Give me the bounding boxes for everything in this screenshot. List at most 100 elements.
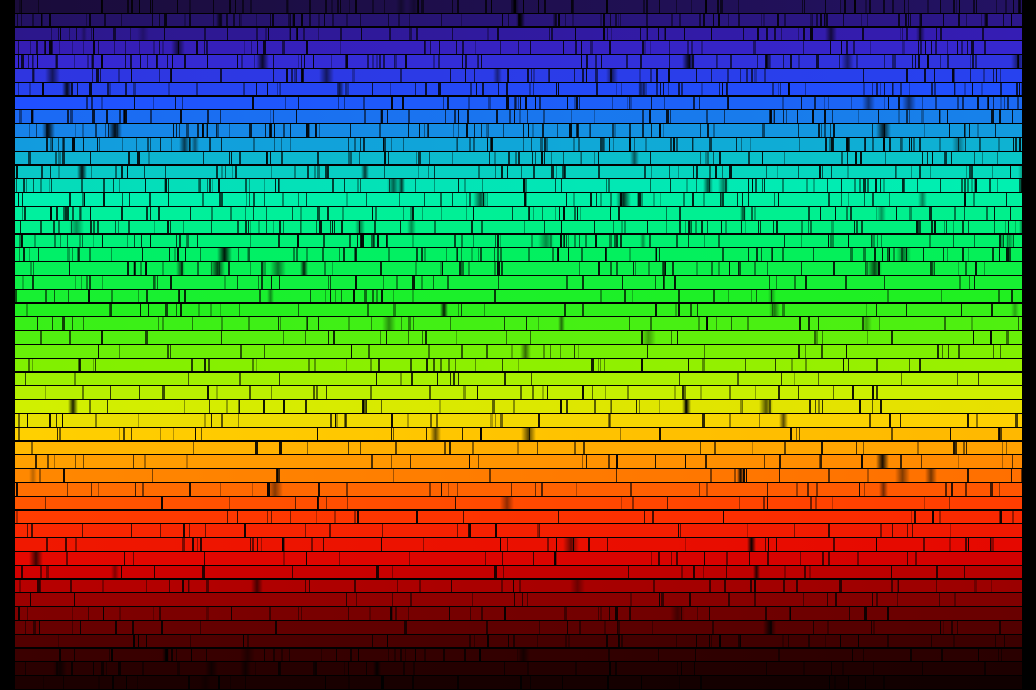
absorption-line <box>102 607 104 620</box>
absorption-line <box>795 483 799 496</box>
absorption-line <box>643 510 646 524</box>
absorption-line <box>441 262 443 275</box>
absorption-line <box>396 276 397 289</box>
absorption-line <box>834 593 837 606</box>
absorption-line <box>18 607 21 620</box>
absorption-line <box>239 400 241 413</box>
absorption-line <box>527 248 530 261</box>
absorption-line <box>963 441 966 455</box>
absorption-line <box>256 358 258 372</box>
absorption-line <box>32 55 35 68</box>
absorption-line <box>487 138 488 151</box>
absorption-line <box>254 662 257 675</box>
absorption-line <box>523 179 525 192</box>
absorption-line <box>803 0 805 13</box>
absorption-line <box>594 234 598 248</box>
absorption-line <box>85 96 88 110</box>
absorption-line <box>751 207 753 220</box>
absorption-line <box>911 55 914 68</box>
absorption-line <box>79 358 82 372</box>
absorption-line <box>513 593 515 606</box>
absorption-line <box>184 289 186 303</box>
absorption-line <box>182 524 186 537</box>
absorption-line <box>499 41 501 54</box>
absorption-line <box>898 110 900 123</box>
absorption-line <box>309 289 311 303</box>
absorption-line <box>738 262 741 275</box>
absorption-line <box>91 96 94 110</box>
absorption-line <box>152 0 154 13</box>
absorption-line <box>754 262 756 275</box>
absorption-line <box>794 276 796 289</box>
absorption-line <box>55 55 58 68</box>
absorption-line <box>880 234 883 248</box>
absorption-line <box>146 289 149 303</box>
absorption-line <box>782 110 785 123</box>
absorption-line <box>325 386 327 399</box>
absorption-line <box>638 193 641 206</box>
absorption-line <box>421 207 423 220</box>
absorption-line <box>767 55 770 68</box>
absorption-line <box>850 96 853 110</box>
absorption-line <box>162 41 165 54</box>
absorption-line <box>387 648 389 662</box>
absorption-line <box>887 634 890 648</box>
absorption-line <box>17 414 20 427</box>
absorption-line <box>245 193 247 206</box>
absorption-line <box>548 69 551 82</box>
absorption-line <box>71 248 74 261</box>
absorption-line <box>412 289 414 303</box>
absorption-line <box>725 220 727 234</box>
absorption-line <box>695 179 697 192</box>
absorption-line <box>468 455 470 468</box>
absorption-line <box>887 248 888 261</box>
absorption-line <box>604 386 606 399</box>
absorption-line <box>118 345 120 358</box>
absorption-line <box>493 248 495 261</box>
absorption-line <box>186 124 189 137</box>
absorption-line <box>634 262 636 275</box>
absorption-line <box>710 27 712 41</box>
absorption-line <box>807 220 809 234</box>
absorption-line <box>281 151 283 165</box>
absorption-line <box>305 317 308 330</box>
absorption-line <box>981 151 984 165</box>
absorption-line <box>516 648 531 662</box>
absorption-line <box>184 400 186 413</box>
absorption-line <box>238 372 241 386</box>
absorption-line <box>875 179 878 192</box>
absorption-line <box>974 579 977 593</box>
absorption-line <box>692 165 695 179</box>
absorption-line <box>467 524 469 537</box>
absorption-line <box>472 441 475 455</box>
absorption-line <box>413 662 416 675</box>
absorption-line <box>378 124 381 137</box>
absorption-line <box>188 0 191 13</box>
absorption-line <box>485 621 488 634</box>
absorption-line <box>53 220 55 234</box>
absorption-line <box>843 0 847 13</box>
absorption-line <box>31 13 34 27</box>
absorption-line <box>561 676 563 689</box>
absorption-line <box>894 165 896 179</box>
absorption-line <box>360 13 362 27</box>
absorption-line <box>379 262 383 275</box>
absorption-line <box>94 358 97 372</box>
absorption-line <box>666 110 669 123</box>
absorption-line <box>506 331 508 344</box>
absorption-line <box>609 414 610 427</box>
absorption-line <box>965 13 968 27</box>
absorption-line <box>747 193 749 206</box>
absorption-line <box>202 565 205 579</box>
absorption-line <box>270 13 272 27</box>
absorption-line <box>1008 248 1012 261</box>
absorption-line <box>616 621 618 634</box>
absorption-line <box>671 552 672 565</box>
absorption-line <box>474 634 475 648</box>
absorption-line <box>577 124 579 137</box>
absorption-line <box>273 55 275 68</box>
absorption-line <box>886 289 889 303</box>
absorption-line <box>1002 234 1005 248</box>
absorption-line <box>776 538 777 551</box>
absorption-line <box>749 138 751 151</box>
